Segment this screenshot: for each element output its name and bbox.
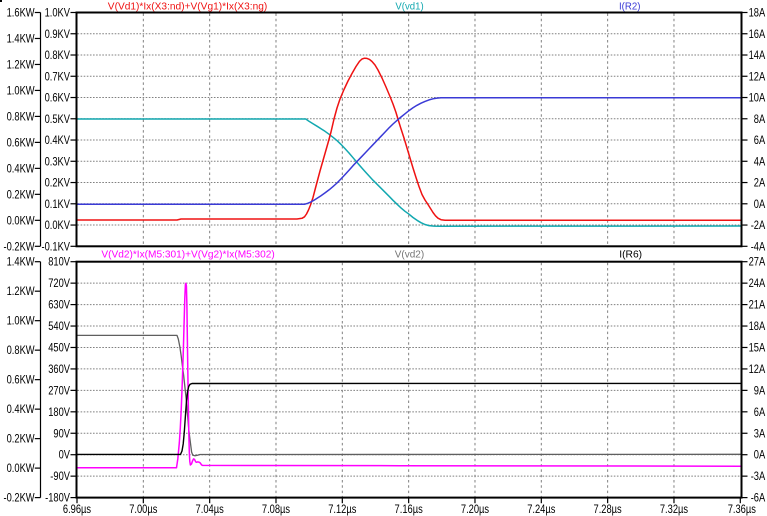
svg-text:4A: 4A [754, 154, 765, 168]
svg-text:-4A: -4A [751, 239, 766, 253]
svg-text:0.3KV: 0.3KV [45, 154, 70, 168]
svg-text:0.0KW: 0.0KW [7, 461, 36, 475]
svg-text:180V: 180V [48, 405, 70, 419]
svg-text:I(R6): I(R6) [619, 248, 642, 260]
svg-text:18A: 18A [749, 319, 766, 333]
svg-text:7.28µs: 7.28µs [594, 502, 622, 516]
svg-text:0.4KW: 0.4KW [7, 402, 36, 416]
svg-text:7.24µs: 7.24µs [527, 502, 555, 516]
svg-text:1.6KW: 1.6KW [7, 6, 36, 20]
svg-text:7.12µs: 7.12µs [328, 502, 356, 516]
svg-text:6A: 6A [754, 133, 765, 147]
svg-text:7.16µs: 7.16µs [395, 502, 423, 516]
svg-text:21A: 21A [749, 298, 766, 312]
svg-text:0.4KV: 0.4KV [45, 133, 70, 147]
svg-text:0.8KV: 0.8KV [45, 48, 70, 62]
svg-text:0A: 0A [754, 197, 765, 211]
svg-text:2A: 2A [754, 176, 765, 190]
svg-text:9A: 9A [754, 383, 765, 397]
svg-text:0.5KV: 0.5KV [45, 112, 70, 126]
svg-text:12A: 12A [749, 362, 766, 376]
svg-text:1.2KW: 1.2KW [7, 284, 36, 298]
svg-text:6A: 6A [754, 405, 765, 419]
svg-text:-6A: -6A [751, 491, 766, 505]
svg-text:1.2KW: 1.2KW [7, 57, 36, 71]
svg-text:7.20µs: 7.20µs [461, 502, 489, 516]
svg-text:7.08µs: 7.08µs [262, 502, 290, 516]
svg-text:360V: 360V [48, 362, 70, 376]
svg-text:I(R2): I(R2) [619, 0, 641, 12]
svg-text:1.4KW: 1.4KW [7, 255, 36, 269]
svg-text:0.0KV: 0.0KV [45, 218, 70, 232]
svg-text:0.0KW: 0.0KW [7, 213, 36, 227]
svg-text:540V: 540V [48, 319, 70, 333]
svg-text:450V: 450V [48, 340, 70, 354]
svg-text:0.7KV: 0.7KV [45, 69, 70, 83]
svg-text:0V: 0V [59, 448, 70, 462]
svg-text:7.04µs: 7.04µs [196, 502, 224, 516]
svg-text:-0.2KW: -0.2KW [4, 239, 36, 253]
svg-text:0.4KW: 0.4KW [7, 161, 36, 175]
svg-text:0.2KV: 0.2KV [45, 176, 70, 190]
svg-text:V(vd1): V(vd1) [395, 0, 423, 12]
svg-text:1.0KV: 1.0KV [45, 6, 70, 20]
svg-text:15A: 15A [749, 340, 766, 354]
svg-text:810V: 810V [48, 255, 70, 269]
svg-text:14A: 14A [749, 48, 766, 62]
svg-text:16A: 16A [749, 27, 766, 41]
svg-text:270V: 270V [48, 383, 70, 397]
svg-text:-0.2KW: -0.2KW [4, 491, 36, 505]
svg-text:V(Vd2)*Ix(M5:301)+V(Vg2)*Ix(M5: V(Vd2)*Ix(M5:301)+V(Vg2)*Ix(M5:302) [101, 248, 274, 260]
svg-text:7.32µs: 7.32µs [660, 502, 688, 516]
svg-text:0.2KW: 0.2KW [7, 187, 36, 201]
svg-text:-90V: -90V [50, 469, 70, 483]
svg-text:18A: 18A [749, 6, 766, 20]
svg-text:0.8KW: 0.8KW [7, 343, 36, 357]
svg-text:0.8KW: 0.8KW [7, 109, 36, 123]
svg-text:1.0KW: 1.0KW [7, 83, 36, 97]
svg-text:90V: 90V [53, 426, 70, 440]
svg-text:-3A: -3A [751, 469, 766, 483]
svg-text:27A: 27A [749, 255, 766, 269]
svg-text:0.6KW: 0.6KW [7, 135, 36, 149]
svg-text:-2A: -2A [751, 218, 766, 232]
svg-text:6.96µs: 6.96µs [63, 502, 91, 516]
svg-text:720V: 720V [48, 276, 70, 290]
svg-text:V(Vd1)*Ix(X3:nd)+V(Vg1)*Ix(X3:: V(Vd1)*Ix(X3:nd)+V(Vg1)*Ix(X3:ng) [108, 0, 267, 12]
svg-text:630V: 630V [48, 298, 70, 312]
svg-text:7.00µs: 7.00µs [129, 502, 157, 516]
svg-text:3A: 3A [754, 426, 765, 440]
svg-text:0.1KV: 0.1KV [45, 197, 70, 211]
svg-text:1.0KW: 1.0KW [7, 314, 36, 328]
svg-text:12A: 12A [749, 69, 766, 83]
svg-text:V(vd2): V(vd2) [395, 248, 425, 260]
svg-text:0.2KW: 0.2KW [7, 432, 36, 446]
svg-text:0.6KV: 0.6KV [45, 91, 70, 105]
svg-text:10A: 10A [749, 91, 766, 105]
svg-text:0.9KV: 0.9KV [45, 27, 70, 41]
svg-text:24A: 24A [749, 276, 766, 290]
svg-text:0A: 0A [754, 448, 765, 462]
svg-text:0.6KW: 0.6KW [7, 373, 36, 387]
svg-text:8A: 8A [754, 112, 765, 126]
svg-text:-0.1KV: -0.1KV [42, 239, 71, 253]
svg-text:1.4KW: 1.4KW [7, 31, 36, 45]
svg-text:7.36µs: 7.36µs [728, 502, 756, 516]
svg-text:-180V: -180V [45, 491, 70, 505]
